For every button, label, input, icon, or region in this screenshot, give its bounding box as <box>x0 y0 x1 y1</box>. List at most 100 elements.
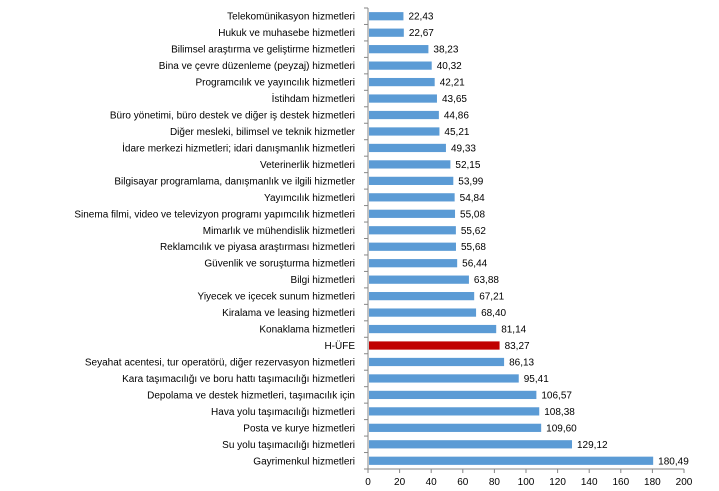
value-label: 63,88 <box>474 275 499 286</box>
value-label: 44,86 <box>444 111 469 122</box>
value-label: 55,08 <box>460 209 485 220</box>
value-label: 95,41 <box>524 374 549 385</box>
value-label: 86,13 <box>509 357 534 368</box>
value-label: 54,84 <box>460 193 485 204</box>
x-tick-label: 100 <box>518 477 535 488</box>
category-label: Güvenlik ve soruşturma hizmetleri <box>204 259 355 270</box>
value-label: 83,27 <box>505 341 530 352</box>
category-label: Büro yönetimi, büro destek ve diğer iş d… <box>110 111 355 122</box>
category-label: Kiralama ve leasing hizmetleri <box>222 308 355 319</box>
bar-kara-tasimaciligi-ve-boru-hatti-tasimaciligi-hizmetleri <box>369 374 519 383</box>
bars-group <box>369 12 654 465</box>
bar-bilgi-hizmetleri <box>369 275 469 284</box>
value-label: 109,60 <box>546 423 577 434</box>
bar-seyahat-acentesi-tur-operatoru-diger-rezervasyon-hizmetleri <box>369 357 505 367</box>
bar-reklamcilik-ve-piyasa-arastirmasi-hizmetleri <box>369 242 456 251</box>
category-label: Veterinerlik hizmetleri <box>260 160 355 171</box>
bar-sinema-filmi-video-ve-televizyon-programi-yapimcilik-hizmetleri <box>369 209 456 218</box>
value-label: 52,15 <box>455 160 480 171</box>
bar-bina-ve-cevre-duzenleme-peyzaj-hizmetleri <box>369 61 432 70</box>
x-tick-label: 200 <box>676 477 693 488</box>
category-label: Bilgisayar programlama, danışmanlık ve i… <box>114 176 355 187</box>
category-label: H-ÜFE <box>324 340 355 352</box>
bar-istihdam-hizmetleri <box>369 94 437 103</box>
category-label: Yiyecek ve içecek sunum hizmetleri <box>198 292 355 303</box>
bar-buro-yonetimi-buro-destek-ve-diger-is-destek-hizmetleri <box>369 110 439 120</box>
category-label: Telekomünikasyon hizmetleri <box>227 12 355 23</box>
bar-h-ufe <box>369 341 500 350</box>
category-label: Bilgi hizmetleri <box>291 275 355 286</box>
category-label: Posta ve kurye hizmetleri <box>243 423 355 434</box>
value-label: 43,65 <box>442 94 467 105</box>
category-label: Depolama ve destek hizmetleri, taşımacıl… <box>147 390 355 401</box>
value-label: 42,21 <box>440 78 465 89</box>
value-label: 68,40 <box>481 308 506 319</box>
value-label: 180,49 <box>658 456 689 467</box>
x-tick-label: 20 <box>394 477 406 488</box>
value-label: 22,67 <box>409 28 434 39</box>
value-label: 81,14 <box>501 325 526 336</box>
bar-kiralama-ve-leasing-hizmetleri <box>369 308 477 317</box>
bar-mimarlik-ve-muhendislik-hizmetleri <box>369 226 456 235</box>
category-labels: Telekomünikasyon hizmetleri Hukuk ve muha… <box>74 12 355 468</box>
value-label: 108,38 <box>544 407 575 418</box>
category-label: Programcılık ve yayıncılık hizmetleri <box>196 78 356 89</box>
category-label: Hava yolu taşımacılığı hizmetleri <box>211 407 355 418</box>
x-tick-label: 120 <box>549 477 566 488</box>
bar-yayimcilik-hizmetleri <box>369 193 455 202</box>
value-label: 53,99 <box>458 176 483 187</box>
category-label: Mimarlık ve mühendislik hizmetleri <box>203 226 355 237</box>
bar-konaklama-hizmetleri <box>369 324 497 334</box>
category-label: Hukuk ve muhasebe hizmetleri <box>218 28 355 39</box>
bar-programcilik-ve-yayincilik-hizmetleri <box>369 77 435 87</box>
bar-gayrimenkul-hizmetleri <box>369 456 654 465</box>
bar-idare-merkezi-hizmetleri-idari-danismanlik-hizmetleri <box>369 143 446 153</box>
category-label: İstihdam hizmetleri <box>272 92 355 105</box>
category-label: Bilimsel araştırma ve geliştirme hizmetl… <box>171 45 355 56</box>
category-label: Kara taşımacılığı ve boru hattı taşımacı… <box>122 374 355 385</box>
value-label: 67,21 <box>479 292 504 303</box>
value-label: 22,43 <box>408 12 433 23</box>
value-labels: 22,43 22,67 38,23 40,32 42,21 43,65 44,86 45,21… <box>408 12 689 468</box>
bar-veterinerlik-hizmetleri <box>369 160 451 169</box>
category-label: Yayımcılık hizmetleri <box>264 193 355 204</box>
value-label: 56,44 <box>462 259 487 270</box>
value-label: 38,23 <box>433 45 458 56</box>
x-tick-label: 40 <box>426 477 438 488</box>
x-tick-label: 140 <box>581 477 598 488</box>
category-label: Seyahat acentesi, tur operatörü, diğer r… <box>85 357 355 368</box>
bar-guvenlik-ve-sorusturma-hizmetleri <box>369 259 458 268</box>
value-label: 45,21 <box>444 127 469 138</box>
value-label: 40,32 <box>437 61 462 72</box>
category-label: Reklamcılık ve piyasa araştırması hizmet… <box>160 242 355 253</box>
bar-yiyecek-ve-icecek-sunum-hizmetleri <box>369 292 475 301</box>
category-label: Konaklama hizmetleri <box>259 325 355 336</box>
bar-diger-mesleki-bilimsel-ve-teknik-hizmetler <box>369 127 440 136</box>
x-tick-labels: 0 20 40 60 80 100 120 140 160 180 200 <box>365 469 693 488</box>
x-tick-label: 80 <box>489 477 501 488</box>
x-tick-label: 160 <box>612 477 629 488</box>
bar-bilgisayar-programlama-danismanlik-ve-ilgili-hizmetler <box>369 176 454 185</box>
y-axis <box>364 7 369 470</box>
bar-bilimsel-arastirma-ve-gelistirme-hizmetleri <box>369 45 429 54</box>
bar-hukuk-ve-muhasebe-hizmetleri <box>369 28 404 37</box>
x-tick-label: 0 <box>365 477 371 488</box>
value-label: 106,57 <box>541 390 572 401</box>
value-label: 55,68 <box>461 242 486 253</box>
bar-telekomunikasyon-hizmetleri <box>369 12 404 21</box>
value-label: 129,12 <box>577 440 608 451</box>
value-label: 49,33 <box>451 143 476 154</box>
value-label: 55,62 <box>461 226 486 237</box>
category-label: Gayrimenkul hizmetleri <box>253 456 355 467</box>
category-label: Su yolu taşımacılığı hizmetleri <box>222 440 355 451</box>
category-label: Bina ve çevre düzenleme (peyzaj) hizmetl… <box>159 61 355 72</box>
category-label: Diğer mesleki, bilimsel ve teknik hizmet… <box>170 127 356 138</box>
category-label: İdare merkezi hizmetleri; idari danışman… <box>122 141 355 154</box>
category-label: Sinema filmi, video ve televizyon progra… <box>74 209 355 220</box>
bar-hava-yolu-tasimaciligi-hizmetleri <box>369 407 540 416</box>
bar-depolama-ve-destek-hizmetleri-tasimacilik-icin <box>369 390 537 400</box>
bar-su-yolu-tasimaciligi-hizmetleri <box>369 440 573 449</box>
x-tick-label: 180 <box>644 477 661 488</box>
x-tick-label: 60 <box>457 477 469 488</box>
